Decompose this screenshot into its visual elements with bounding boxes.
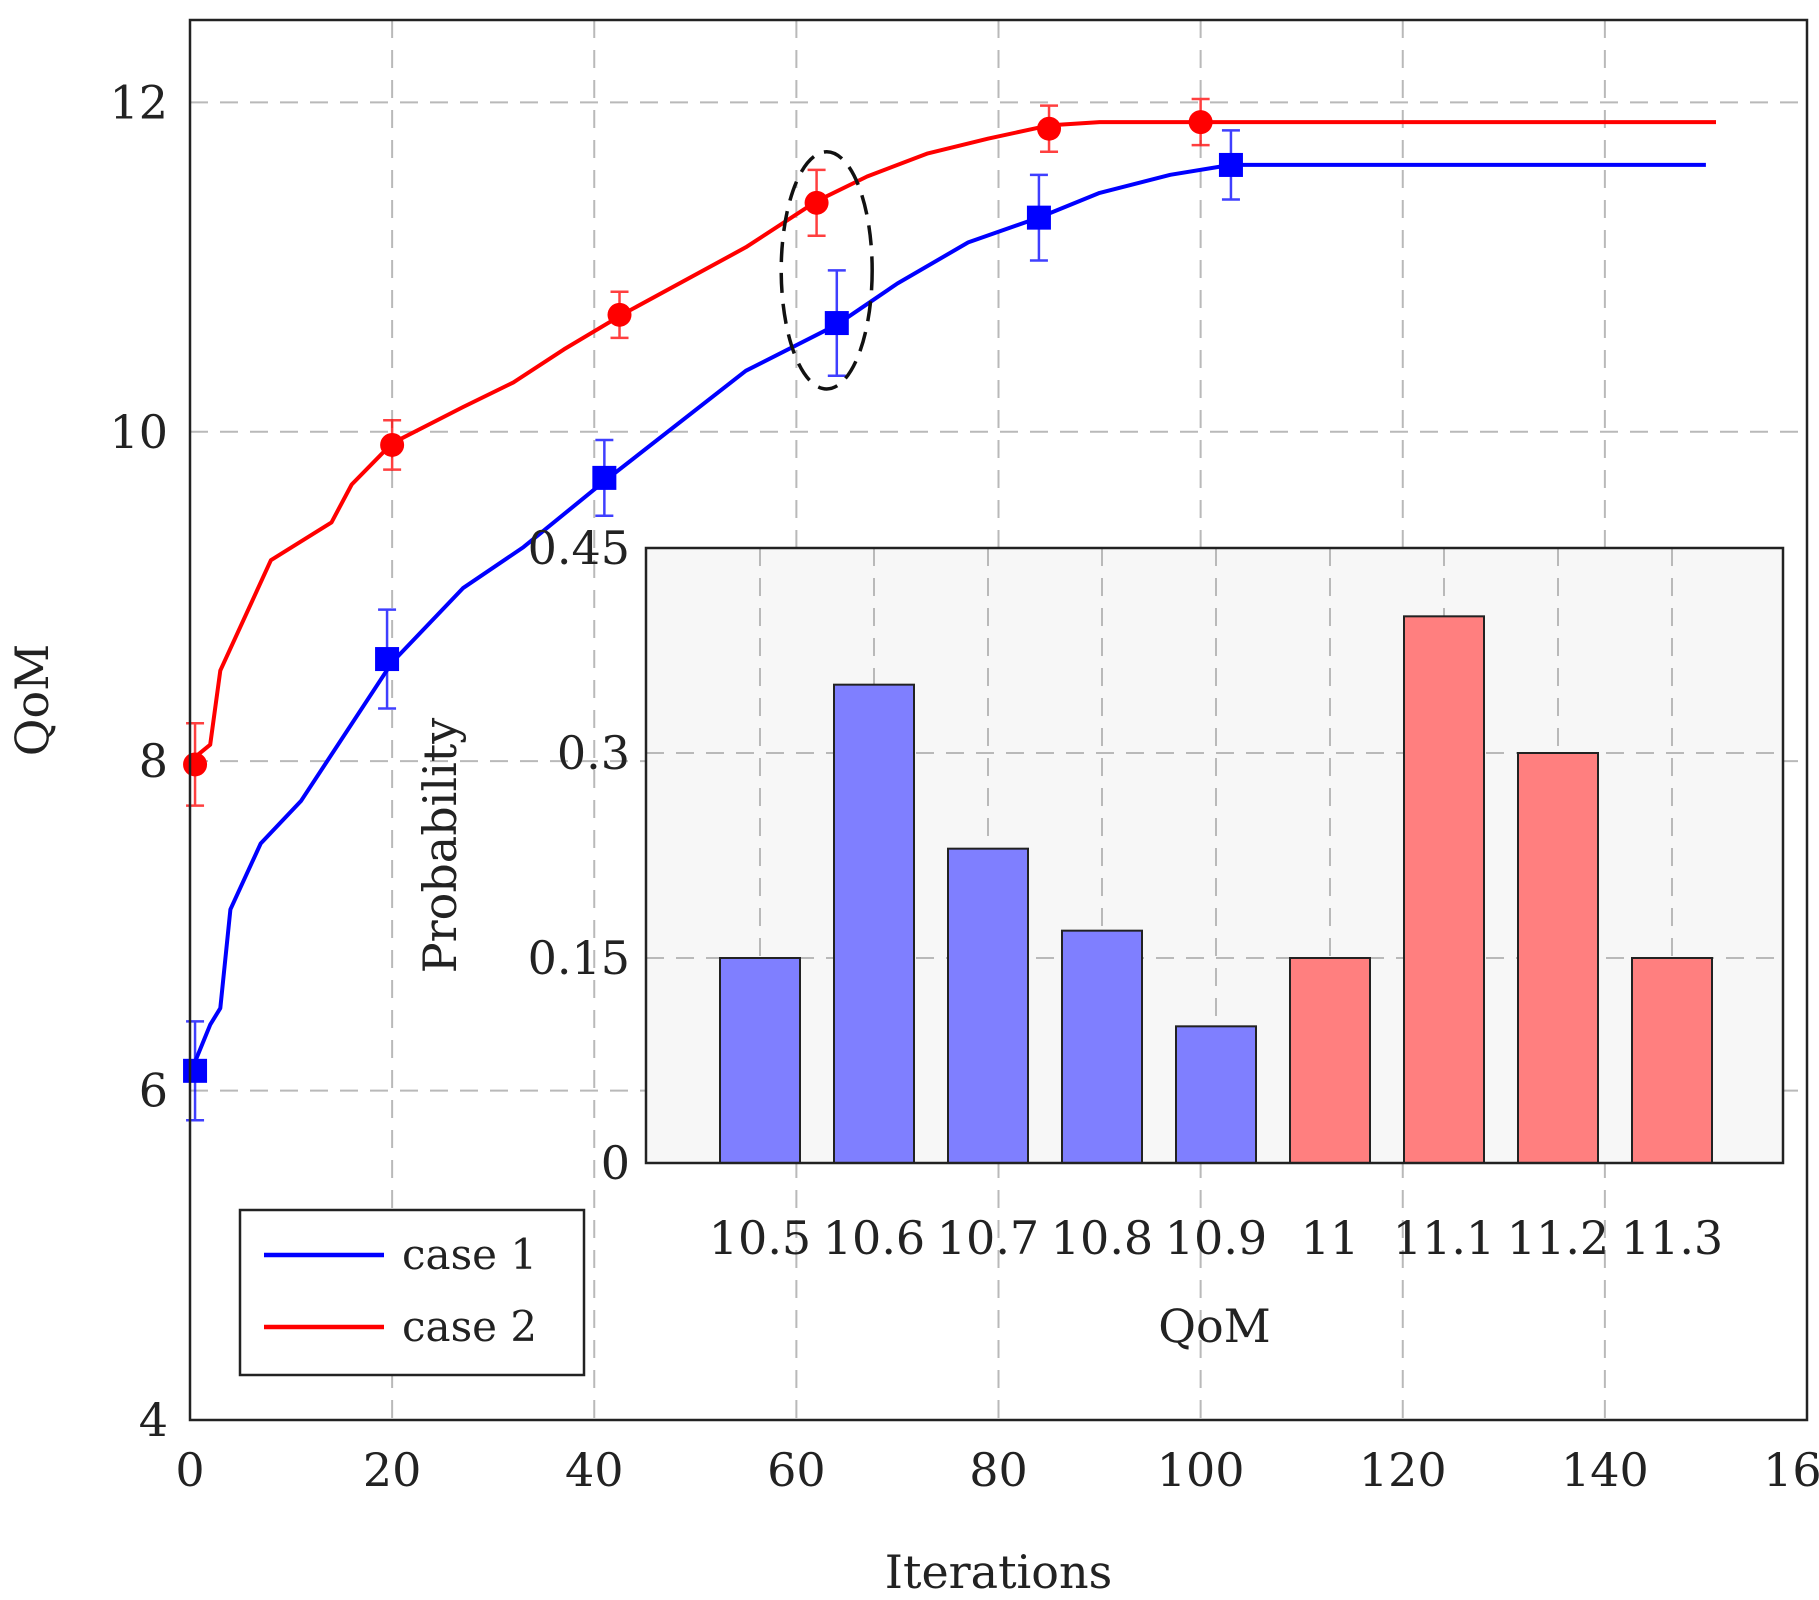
legend-label-case-1: case 1 [402,1230,537,1279]
y-tick-label: 12 [109,75,168,129]
x-tick-label: 0 [175,1443,204,1497]
inset-bar-10-7 [947,847,1029,1165]
x-tick-label: 60 [767,1443,826,1497]
inset-bar-11-1 [1403,615,1485,1164]
y-tick-label: 6 [139,1064,168,1118]
x-tick-label: 160 [1763,1443,1819,1497]
inset-x-tick-label: 11.3 [1621,1211,1723,1265]
annotation-ellipse [779,150,874,391]
inset-frame [644,546,1785,1165]
inset-bar-11 [1289,957,1371,1164]
data-point [804,190,829,215]
x-tick-label: 120 [1359,1443,1447,1497]
legend: case 1 case 2 [238,1208,586,1377]
inset-x-tick-label: 11 [1301,1211,1360,1265]
data-point [1026,205,1051,230]
inset-bar-10-9 [1175,1025,1257,1165]
data-point [592,465,617,490]
inset-x-tick-label: 10.7 [937,1211,1039,1265]
inset-x-axis-label: QoM [1158,1299,1271,1353]
x-tick-label: 100 [1157,1443,1245,1497]
data-point [824,311,849,336]
inset-y-tick-label: 0.45 [528,521,630,575]
inset-y-tick-label: 0.15 [528,931,630,985]
inset-x-tick-label: 11.2 [1507,1211,1609,1265]
main-plot: 0 20 40 60 80 100 120 140 160 4 6 8 10 12 Iterations Qo… [5,18,1819,1599]
legend-box [238,1208,586,1377]
y-tick-label: 8 [139,734,168,788]
inset-x-tick-label: 10.5 [709,1211,811,1265]
inset-y-tick-label: 0.3 [557,726,630,780]
data-point [1037,116,1062,141]
x-tick-label: 140 [1561,1443,1649,1497]
inset-bar-11-3 [1631,957,1713,1164]
inset-bar-10-8 [1061,929,1143,1165]
y-axis-label: QoM [5,644,59,757]
inset-bar-10-5 [719,957,801,1164]
data-point [1188,110,1213,135]
inset-y-axis-label: Probability [413,718,467,974]
y-tick-label: 10 [109,405,168,459]
x-tick-label: 80 [969,1443,1028,1497]
data-point [607,302,632,327]
x-axis-label: Iterations [885,1545,1112,1599]
inset-x-tick-label: 10.6 [823,1211,925,1265]
series-case-2 [183,97,1716,807]
legend-label-case-2: case 2 [402,1302,537,1351]
inset-y-tick-label: 0 [601,1136,630,1190]
data-point [380,432,405,457]
data-point [183,1058,208,1083]
series-case-1 [183,129,1706,1122]
main-plot-frame [188,18,1809,1422]
inset-x-tick-label: 11.1 [1393,1211,1495,1265]
inset-bar-11-2 [1517,752,1599,1164]
x-tick-label: 20 [363,1443,422,1497]
inset-x-tick-label: 10.9 [1165,1211,1267,1265]
y-tick-label: 4 [139,1393,168,1447]
data-point [1218,152,1243,177]
inset-bar-10-6 [833,683,915,1165]
data-point [183,752,208,777]
inset-x-tick-label: 10.8 [1051,1211,1153,1265]
data-point [375,647,400,672]
x-tick-label: 40 [565,1443,624,1497]
